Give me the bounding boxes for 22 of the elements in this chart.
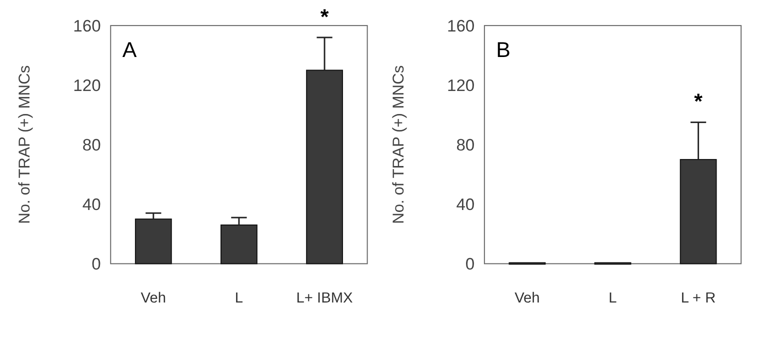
x-tick-label: Veh xyxy=(514,290,540,307)
y-tick-label: 80 xyxy=(456,135,475,154)
y-tick-label: 40 xyxy=(456,194,475,214)
x-tick-label: L xyxy=(234,290,244,307)
y-tick-label: 40 xyxy=(82,194,101,214)
y-tick-label: 120 xyxy=(73,76,101,95)
y-axis-title: No. of TRAP (+) MNCs xyxy=(390,65,408,224)
y-tick-label: 0 xyxy=(92,254,101,274)
x-tick-label: Veh xyxy=(140,290,166,307)
annotation: * xyxy=(694,90,704,114)
y-tick-label: 0 xyxy=(465,254,475,274)
annotation: A xyxy=(122,38,138,62)
y-tick-label: 80 xyxy=(82,135,101,154)
x-tick-label: L+ IBMX xyxy=(296,290,354,307)
y-axis-title: No. of TRAP (+) MNCs xyxy=(16,65,34,224)
y-tick-label: 120 xyxy=(447,76,475,95)
x-tick-label: L xyxy=(608,290,617,307)
y-tick-label: 160 xyxy=(73,16,101,36)
x-tick-label: L + R xyxy=(680,290,716,307)
y-tick-label: 160 xyxy=(447,16,475,36)
annotation: * xyxy=(320,4,330,29)
annotation: B xyxy=(496,38,510,62)
